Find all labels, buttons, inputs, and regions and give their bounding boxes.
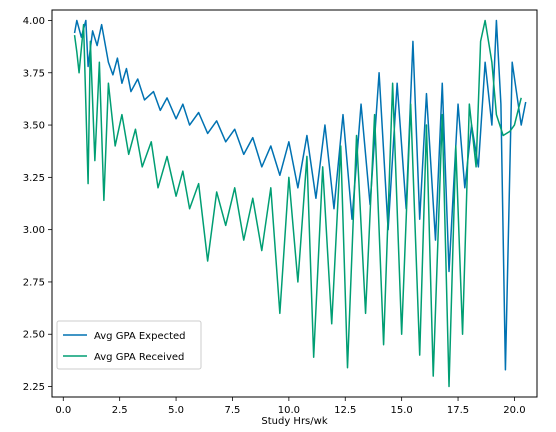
legend-label-received: Avg GPA Received bbox=[94, 352, 184, 363]
y-tick-label: 2.50 bbox=[23, 330, 45, 341]
x-tick-label: 12.5 bbox=[334, 405, 356, 416]
plot-area bbox=[73, 19, 527, 388]
x-tick-label: 2.5 bbox=[112, 405, 128, 416]
x-tick-label: 7.5 bbox=[225, 405, 241, 416]
series-layer bbox=[73, 19, 527, 388]
legend: Avg GPA Expected Avg GPA Received bbox=[56, 320, 202, 370]
legend-label-expected: Avg GPA Expected bbox=[94, 331, 186, 342]
y-axis-ticks: 2.25 2.50 2.75 3.00 3.25 3.50 3.75 4.00 bbox=[23, 16, 52, 393]
x-tick-label: 20.0 bbox=[503, 405, 525, 416]
x-tick-label: 0.0 bbox=[55, 405, 71, 416]
y-tick-label: 3.00 bbox=[23, 225, 45, 236]
x-tick-label: 15.0 bbox=[391, 405, 413, 416]
x-tick-label: 17.5 bbox=[447, 405, 469, 416]
x-axis-ticks: 0.0 2.5 5.0 7.5 10.0 12.5 15.0 17.5 20.0 bbox=[55, 397, 526, 416]
legend-box bbox=[56, 320, 202, 370]
y-tick-label: 3.75 bbox=[23, 68, 45, 79]
y-tick-label: 3.25 bbox=[23, 173, 45, 184]
x-tick-label: 5.0 bbox=[168, 405, 184, 416]
plot-frame bbox=[51, 9, 538, 398]
series-line-received bbox=[73, 19, 522, 388]
y-tick-label: 3.50 bbox=[23, 121, 45, 132]
y-tick-label: 2.25 bbox=[23, 382, 45, 393]
y-tick-label: 2.75 bbox=[23, 277, 45, 288]
x-tick-label: 10.0 bbox=[278, 405, 300, 416]
y-tick-label: 4.00 bbox=[23, 16, 45, 27]
x-axis-label: Study Hrs/wk bbox=[261, 416, 327, 427]
